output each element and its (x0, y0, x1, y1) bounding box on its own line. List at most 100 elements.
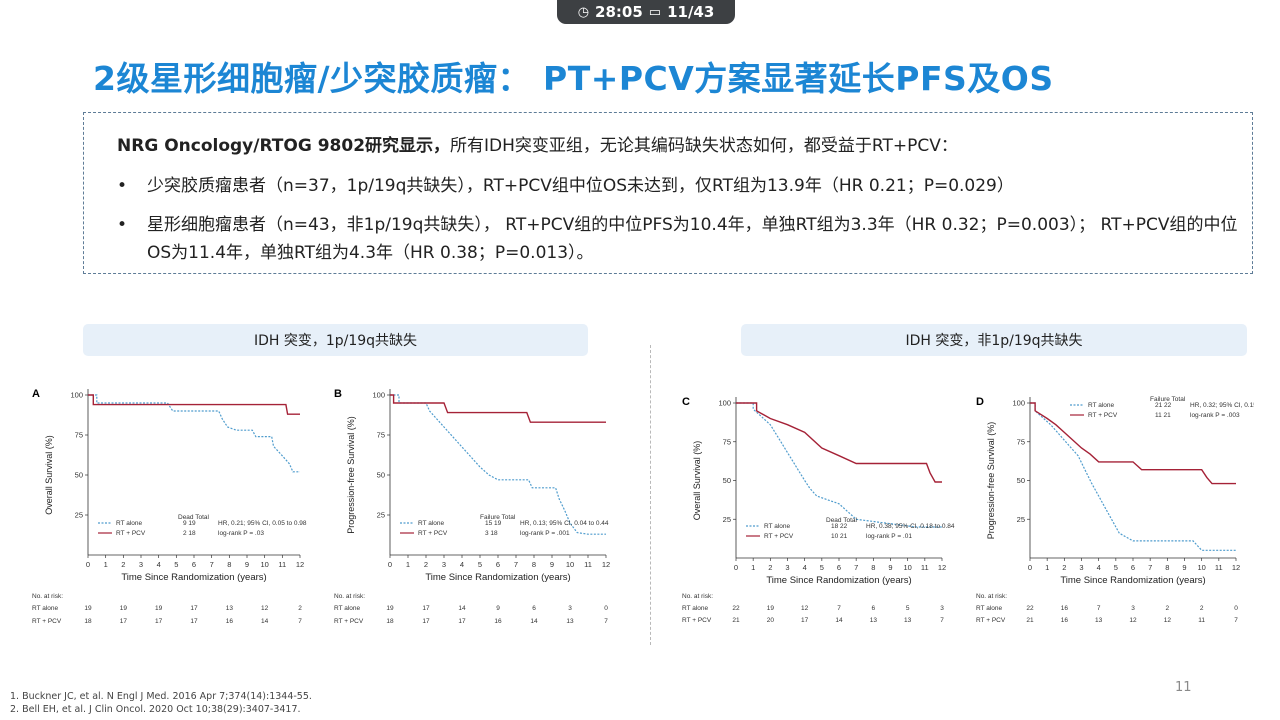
legend-series-name: RT + PCV (418, 530, 448, 537)
x-tick-label: 0 (1028, 563, 1032, 572)
x-tick-label: 9 (550, 560, 554, 569)
slide-counter: 11/43 (667, 3, 715, 21)
y-tick-label: 100 (372, 391, 385, 400)
x-tick-label: 1 (1045, 563, 1049, 572)
legend-stat-note: HR, 0.13; 95% CI, 0.04 to 0.44 (520, 520, 609, 527)
y-tick-label: 25 (723, 515, 731, 524)
y-tick-label: 75 (377, 431, 385, 440)
km-panel-b: B 25 50 75 100 0 1 2 3 4 5 6 7 8 9 10 11 12 Time Since Ran… (330, 380, 630, 630)
summary-intro: NRG Oncology/RTOG 9802研究显示，所有IDH突变亚组，无论其… (117, 131, 958, 156)
risk-value: 21 (1026, 617, 1034, 624)
x-tick-label: 1 (104, 560, 108, 569)
x-axis-label: Time Since Randomization (years) (766, 575, 911, 586)
risk-row-label: RT + PCV (682, 617, 712, 624)
x-tick-label: 11 (921, 563, 929, 572)
x-tick-label: 11 (1215, 563, 1223, 572)
x-tick-label: 6 (192, 560, 196, 569)
x-tick-label: 10 (903, 563, 911, 572)
risk-value: 19 (120, 605, 128, 612)
x-tick-label: 3 (442, 560, 446, 569)
legend-series-name: RT alone (116, 520, 143, 527)
rt-pcv-line (88, 394, 300, 415)
x-tick-label: 2 (121, 560, 125, 569)
x-tick-label: 8 (871, 563, 875, 572)
risk-value: 7 (298, 618, 302, 625)
rt-alone-line (1030, 402, 1236, 551)
x-tick-label: 11 (584, 560, 592, 569)
risk-value: 13 (226, 605, 234, 612)
y-tick-label: 50 (1017, 476, 1025, 485)
rt-pcv-line (1030, 402, 1236, 485)
y-tick-label: 25 (75, 511, 83, 520)
risk-value: 7 (1097, 605, 1101, 612)
panel-letter: C (682, 396, 690, 408)
risk-row-label: RT + PCV (334, 618, 364, 625)
km-panel-d: D 25 50 75 100 0 1 2 3 4 5 6 7 8 9 10 11 12 Time Since Ran… (972, 390, 1254, 630)
risk-table-label: No. at risk: (976, 593, 1007, 600)
x-tick-label: 9 (245, 560, 249, 569)
risk-table-label: No. at risk: (682, 593, 713, 600)
panel-letter: D (976, 396, 984, 408)
legend-header: Failure Total (480, 514, 516, 521)
bullet-text: 少突胶质瘤患者（n=37，1p/19q共缺失），RT+PCV组中位OS未达到，仅… (147, 176, 1014, 196)
x-tick-label: 6 (837, 563, 841, 572)
risk-value: 13 (904, 617, 912, 624)
legend-header: Dead Total (178, 514, 210, 521)
y-tick-label: 50 (75, 471, 83, 480)
risk-value: 17 (190, 618, 198, 625)
x-tick-label: 0 (86, 560, 90, 569)
legend-header: Failure Total (1150, 396, 1186, 403)
legend-count: 10 21 (831, 533, 848, 540)
risk-value: 6 (532, 605, 536, 612)
banner-codeleted: IDH 突变，1p/19q共缺失 (83, 324, 588, 356)
x-tick-label: 12 (1232, 563, 1240, 572)
footnote-1: 1. Buckner JC, et al. N Engl J Med. 2016… (10, 691, 312, 702)
y-tick-label: 100 (718, 399, 731, 408)
risk-value: 20 (767, 617, 775, 624)
banner-non-codeleted: IDH 突变，非1p/19q共缺失 (741, 324, 1247, 356)
risk-value: 16 (1061, 617, 1069, 624)
risk-table-label: No. at risk: (334, 593, 365, 600)
risk-value: 19 (386, 605, 394, 612)
legend-series-name: RT alone (764, 523, 791, 530)
legend-series-name: RT alone (1088, 402, 1115, 409)
x-tick-label: 4 (803, 563, 807, 572)
y-tick-label: 50 (377, 471, 385, 480)
risk-value: 14 (835, 617, 843, 624)
legend-stat-note: HR, 0.38; 95% CI, 0.18 to 0.84 (866, 523, 955, 530)
rt-pcv-line (390, 394, 606, 423)
legend-stat-note: log-rank P = .003 (1190, 412, 1240, 419)
legend-count: 2 18 (183, 530, 196, 537)
x-tick-label: 7 (1148, 563, 1152, 572)
risk-value: 12 (1129, 617, 1137, 624)
bullet-text: 星形细胞瘤患者（n=43，非1p/19q共缺失）， RT+PCV组的中位PFS为… (147, 215, 1238, 263)
x-tick-label: 0 (388, 560, 392, 569)
x-tick-label: 8 (532, 560, 536, 569)
risk-value: 7 (1234, 617, 1238, 624)
risk-value: 2 (1200, 605, 1204, 612)
risk-value: 19 (767, 605, 775, 612)
risk-value: 16 (494, 618, 502, 625)
x-axis-label: Time Since Randomization (years) (1060, 575, 1205, 586)
x-tick-label: 3 (139, 560, 143, 569)
y-axis-label: Overall Survival (%) (692, 441, 702, 521)
risk-value: 11 (1198, 617, 1205, 624)
elapsed-time: 28:05 (595, 3, 643, 21)
page-number: 11 (1175, 680, 1192, 695)
risk-value: 13 (566, 618, 574, 625)
x-tick-label: 1 (406, 560, 410, 569)
risk-value: 14 (458, 605, 466, 612)
y-tick-label: 25 (1017, 515, 1025, 524)
risk-value: 7 (837, 605, 841, 612)
risk-value: 19 (84, 605, 92, 612)
risk-value: 12 (801, 605, 809, 612)
risk-row-label: RT alone (682, 605, 709, 612)
presentation-timer: ◷ 28:05 ▭ 11/43 (557, 0, 735, 24)
risk-value: 17 (422, 618, 430, 625)
x-tick-label: 10 (1197, 563, 1205, 572)
legend-count: 18 22 (831, 523, 848, 530)
risk-row-label: RT alone (976, 605, 1003, 612)
risk-row-label: RT alone (334, 605, 361, 612)
legend-count: 9 19 (183, 520, 196, 527)
